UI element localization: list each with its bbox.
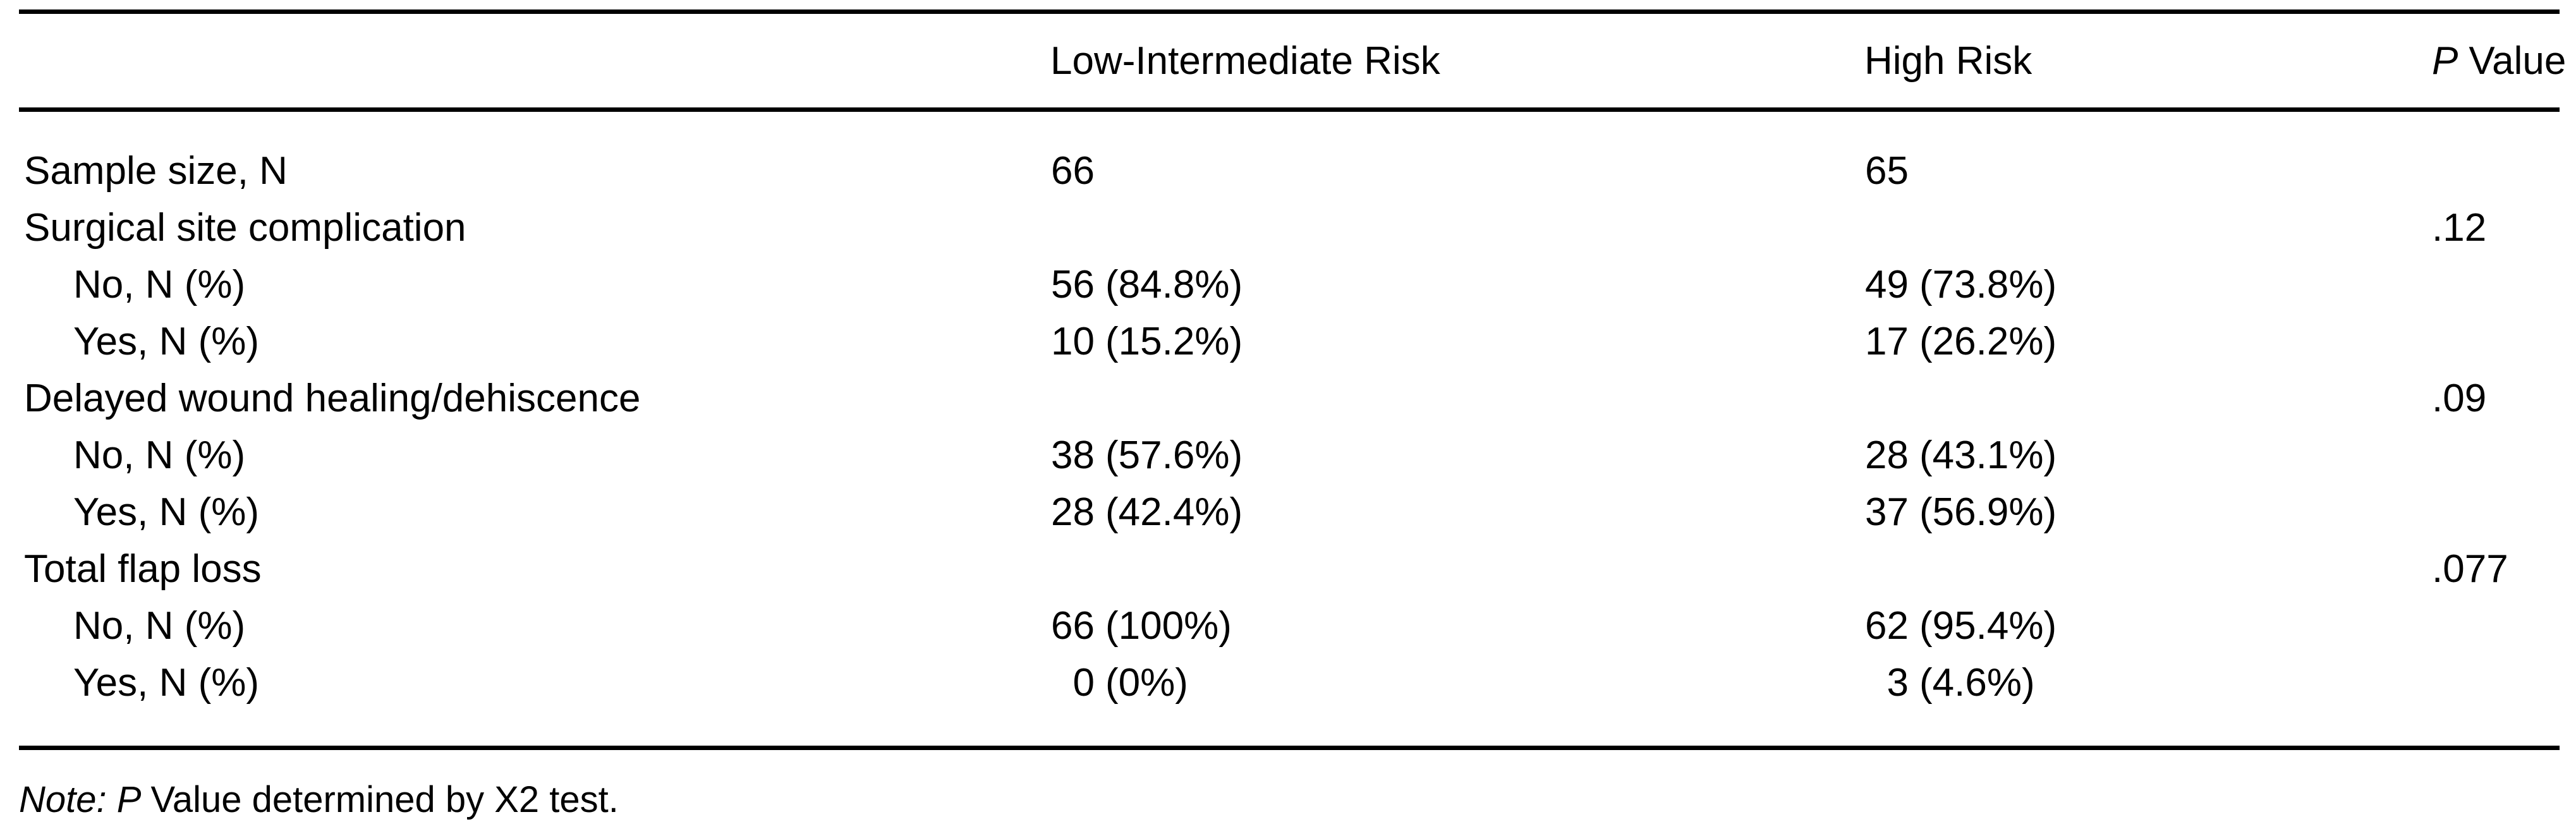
row-label: Yes, N (%)	[73, 660, 260, 705]
high-risk-cell	[1864, 199, 2432, 256]
row-total-flap-loss: Total flap loss .077	[19, 540, 2560, 597]
high-risk-cell	[1864, 370, 2432, 427]
p-value-cell	[2432, 597, 2560, 654]
row-tfl-yes: Yes, N (%) 0 (0%) 3 (4.6%)	[19, 654, 2560, 748]
row-label: No, N (%)	[73, 262, 246, 306]
row-label: No, N (%)	[73, 603, 246, 648]
row-ssc-yes: Yes, N (%) 10 (15.2%) 17 (26.2%)	[19, 313, 2560, 370]
p-value-italic-p: P	[2432, 39, 2458, 83]
row-dwh-yes: Yes, N (%) 28 (42.4%) 37 (56.9%)	[19, 483, 2560, 540]
low-intermediate-cell	[1050, 370, 1864, 427]
low-intermediate-cell: 38 (57.6%)	[1051, 433, 1243, 477]
low-intermediate-cell	[1050, 540, 1864, 597]
high-risk-cell: 3 (4.6%)	[1886, 660, 2035, 705]
p-value-cell: .09	[2432, 376, 2487, 420]
low-intermediate-cell	[1050, 199, 1864, 256]
col-header-p-value: P Value	[2432, 12, 2566, 110]
row-sample-size: Sample size, N 66 65	[19, 110, 2560, 200]
row-delayed-wound-healing: Delayed wound healing/dehiscence .09	[19, 370, 2560, 427]
p-value-cell	[2432, 256, 2560, 313]
outcomes-by-risk-table: Low-Intermediate Risk High Risk P Value S…	[19, 9, 2566, 750]
p-value-cell	[2432, 654, 2560, 748]
low-intermediate-cell: 28 (42.4%)	[1051, 490, 1243, 534]
row-label: Delayed wound healing/dehiscence	[24, 376, 641, 420]
high-risk-cell: 17 (26.2%)	[1865, 319, 2057, 363]
row-label: Yes, N (%)	[73, 319, 260, 363]
row-dwh-no: No, N (%) 38 (57.6%) 28 (43.1%)	[19, 427, 2560, 483]
p-value-cell	[2432, 313, 2560, 370]
high-risk-cell	[1864, 540, 2432, 597]
header-row: Low-Intermediate Risk High Risk P Value	[19, 12, 2566, 110]
low-intermediate-cell: 0 (0%)	[1072, 660, 1188, 705]
row-label: Sample size, N	[24, 148, 288, 193]
p-value-rest: Value	[2469, 39, 2567, 83]
footnote-text: Value determined by X2 test.	[150, 779, 619, 820]
row-label: No, N (%)	[73, 433, 246, 477]
high-risk-cell: 28 (43.1%)	[1865, 433, 2057, 477]
p-value-cell: .077	[2432, 547, 2508, 591]
row-tfl-no: No, N (%) 66 (100%) 62 (95.4%)	[19, 597, 2560, 654]
high-risk-cell: 49 (73.8%)	[1865, 262, 2057, 306]
p-value-cell	[2432, 427, 2560, 483]
low-intermediate-cell: 66 (100%)	[1051, 603, 1232, 648]
p-value-cell: .12	[2432, 205, 2487, 250]
row-label: Surgical site complication	[24, 205, 466, 250]
stub-header-cell	[19, 12, 1050, 110]
low-intermediate-cell: 56 (84.8%)	[1051, 262, 1243, 306]
table-footnote: Note: P Value determined by X2 test.	[19, 778, 2576, 821]
col-header-low-intermediate-risk: Low-Intermediate Risk	[1050, 39, 1440, 83]
row-ssc-no: No, N (%) 56 (84.8%) 49 (73.8%)	[19, 256, 2560, 313]
low-intermediate-cell: 10 (15.2%)	[1051, 319, 1243, 363]
p-value-cell	[2432, 110, 2560, 200]
row-label: Total flap loss	[24, 547, 262, 591]
col-header-high-risk: High Risk	[1864, 39, 2032, 83]
high-risk-cell: 37 (56.9%)	[1865, 490, 2057, 534]
footnote-italic-part: Note: P	[19, 779, 142, 820]
p-value-cell	[2432, 483, 2560, 540]
paper-table-page: Low-Intermediate Risk High Risk P Value S…	[0, 9, 2576, 836]
row-surgical-site-complication: Surgical site complication .12	[19, 199, 2560, 256]
high-risk-cell: 62 (95.4%)	[1865, 603, 2057, 648]
high-risk-cell: 65	[1865, 148, 1909, 193]
low-intermediate-cell: 66	[1051, 148, 1095, 193]
row-label: Yes, N (%)	[73, 490, 260, 534]
